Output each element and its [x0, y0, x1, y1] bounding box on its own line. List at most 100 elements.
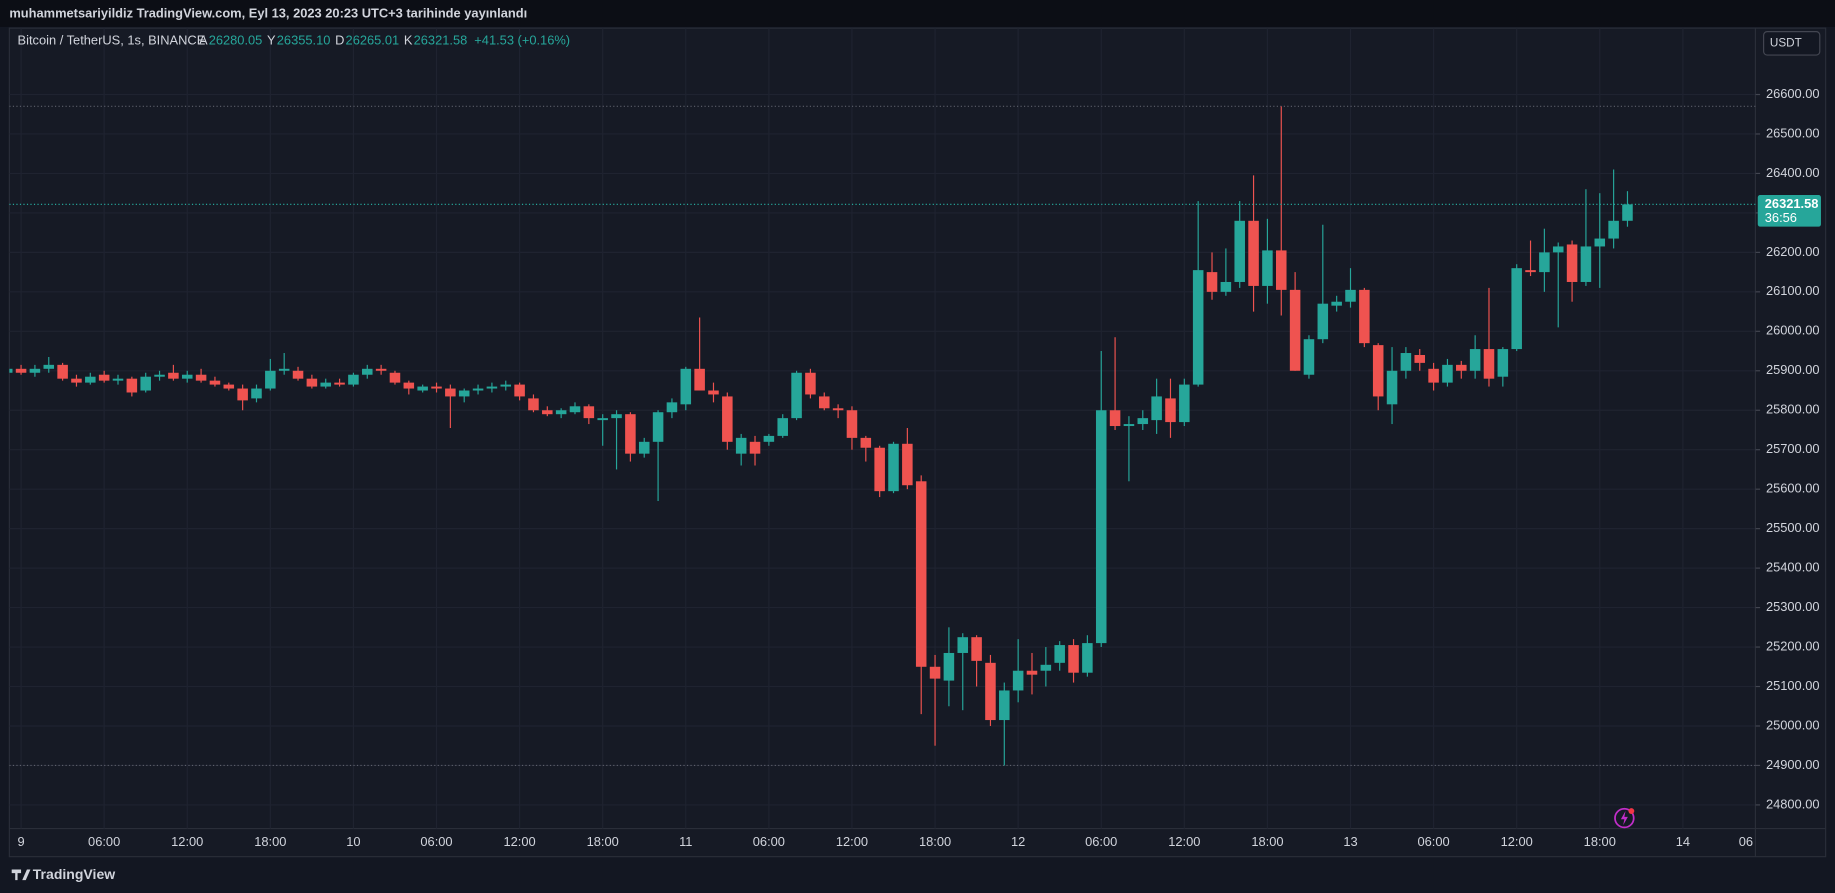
x-tick-label: 12:00 [504, 834, 536, 849]
candle-body [472, 388, 484, 391]
candle-body [1483, 349, 1495, 379]
currency-button[interactable] [1763, 31, 1821, 56]
candle-body [1386, 370, 1398, 405]
candle-body [98, 374, 110, 381]
x-tick-label: 06:00 [1085, 834, 1117, 849]
candle-body [819, 396, 830, 409]
x-tick-label: 06:00 [88, 834, 120, 849]
candle-body [999, 690, 1010, 721]
candle-body [348, 374, 359, 385]
y-tick-label: 24900.00 [1766, 757, 1820, 772]
candle-body [888, 443, 899, 492]
candle-body [777, 418, 788, 436]
candle-body [694, 368, 705, 391]
candle-body [722, 396, 733, 442]
candle-body [860, 437, 872, 448]
legend-key: K [404, 32, 413, 47]
candle-body [1608, 220, 1619, 239]
candle-body [1179, 384, 1190, 423]
candle-body [1525, 270, 1536, 273]
y-tick-label: 26600.00 [1766, 86, 1820, 101]
candle-body [1414, 354, 1426, 363]
candle-body [1206, 272, 1218, 292]
header-bar [0, 0, 1835, 27]
x-tick-label: 14 [1676, 834, 1690, 849]
x-tick-label: 10 [346, 834, 360, 849]
candle-body [209, 380, 221, 385]
currency[interactable]: USDT [1770, 36, 1802, 49]
x-tick-label: 12:00 [171, 834, 203, 849]
candle-body [1248, 220, 1259, 286]
candle-body [1275, 250, 1287, 290]
x-tick-label: 13 [1343, 834, 1357, 849]
candle-body [223, 384, 235, 389]
legend-value: 26280.05 [209, 32, 263, 47]
candle-body [1082, 643, 1093, 673]
candle-body [15, 368, 27, 373]
last-price-box [1757, 195, 1821, 227]
candle-body [362, 368, 373, 375]
candle-body [320, 382, 331, 387]
candle-body [971, 637, 982, 661]
candle-body [237, 388, 248, 401]
candle-body [569, 406, 581, 413]
candle-body [957, 637, 969, 653]
candle-body [1400, 353, 1412, 371]
y-tick-label: 25200.00 [1766, 638, 1820, 653]
candle-body [9, 368, 13, 373]
candle-body [1054, 645, 1065, 663]
candle-body [500, 384, 512, 387]
candle-body [1262, 250, 1273, 286]
icon-ring [1614, 807, 1635, 829]
candle-body [1068, 645, 1079, 673]
candle-body [1026, 670, 1038, 675]
x-tick-label: 18:00 [1251, 834, 1283, 849]
candle-body [389, 372, 401, 383]
y-tick-label: 26500.00 [1766, 125, 1820, 140]
candle-body [168, 372, 179, 379]
y-tick-label: 26100.00 [1766, 283, 1820, 298]
legend-change: +41.53 (+0.16%) [474, 32, 570, 47]
candle-body [417, 386, 428, 391]
y-tick-label: 26400.00 [1766, 165, 1820, 180]
candle-body [43, 364, 55, 369]
alert-icon[interactable] [1614, 807, 1635, 829]
candle-body [915, 481, 927, 667]
candle-body [902, 443, 913, 486]
y-tick-label: 25800.00 [1766, 402, 1820, 417]
candle-body [1497, 349, 1509, 377]
candle-body [1109, 410, 1121, 427]
candle-body [749, 441, 761, 454]
brand-logo [11, 869, 31, 881]
x-tick-label: 18:00 [587, 834, 619, 849]
x-tick-label: 9 [17, 834, 24, 849]
candle-body [805, 372, 816, 395]
y-tick-label: 25700.00 [1766, 441, 1820, 456]
y-tick-label: 24800.00 [1766, 796, 1820, 811]
legend-value: 26321.58 [414, 32, 468, 47]
candle-body [666, 402, 678, 413]
y-tick-label: 26200.00 [1766, 244, 1820, 259]
candle-body [251, 388, 262, 399]
candle-body [1511, 268, 1522, 350]
candle-body [1372, 345, 1384, 397]
candle-body [832, 408, 844, 411]
candle-body [306, 378, 318, 387]
candle-body [528, 398, 539, 411]
y-tick-label: 25600.00 [1766, 481, 1820, 496]
candle-body [1566, 244, 1578, 282]
candle-body [1580, 246, 1592, 282]
candle-body [85, 376, 96, 383]
x-tick-label: 06 [1739, 834, 1753, 849]
candle-body [943, 652, 955, 681]
candle-body [708, 390, 719, 395]
candle-body [1428, 368, 1439, 383]
candle-body [652, 412, 664, 442]
candle-body [458, 390, 470, 397]
x-tick-label: 18:00 [919, 834, 951, 849]
candle-body [1095, 410, 1107, 644]
candle-body [1622, 204, 1633, 221]
candle-body [292, 370, 304, 379]
candle-body [929, 666, 941, 679]
